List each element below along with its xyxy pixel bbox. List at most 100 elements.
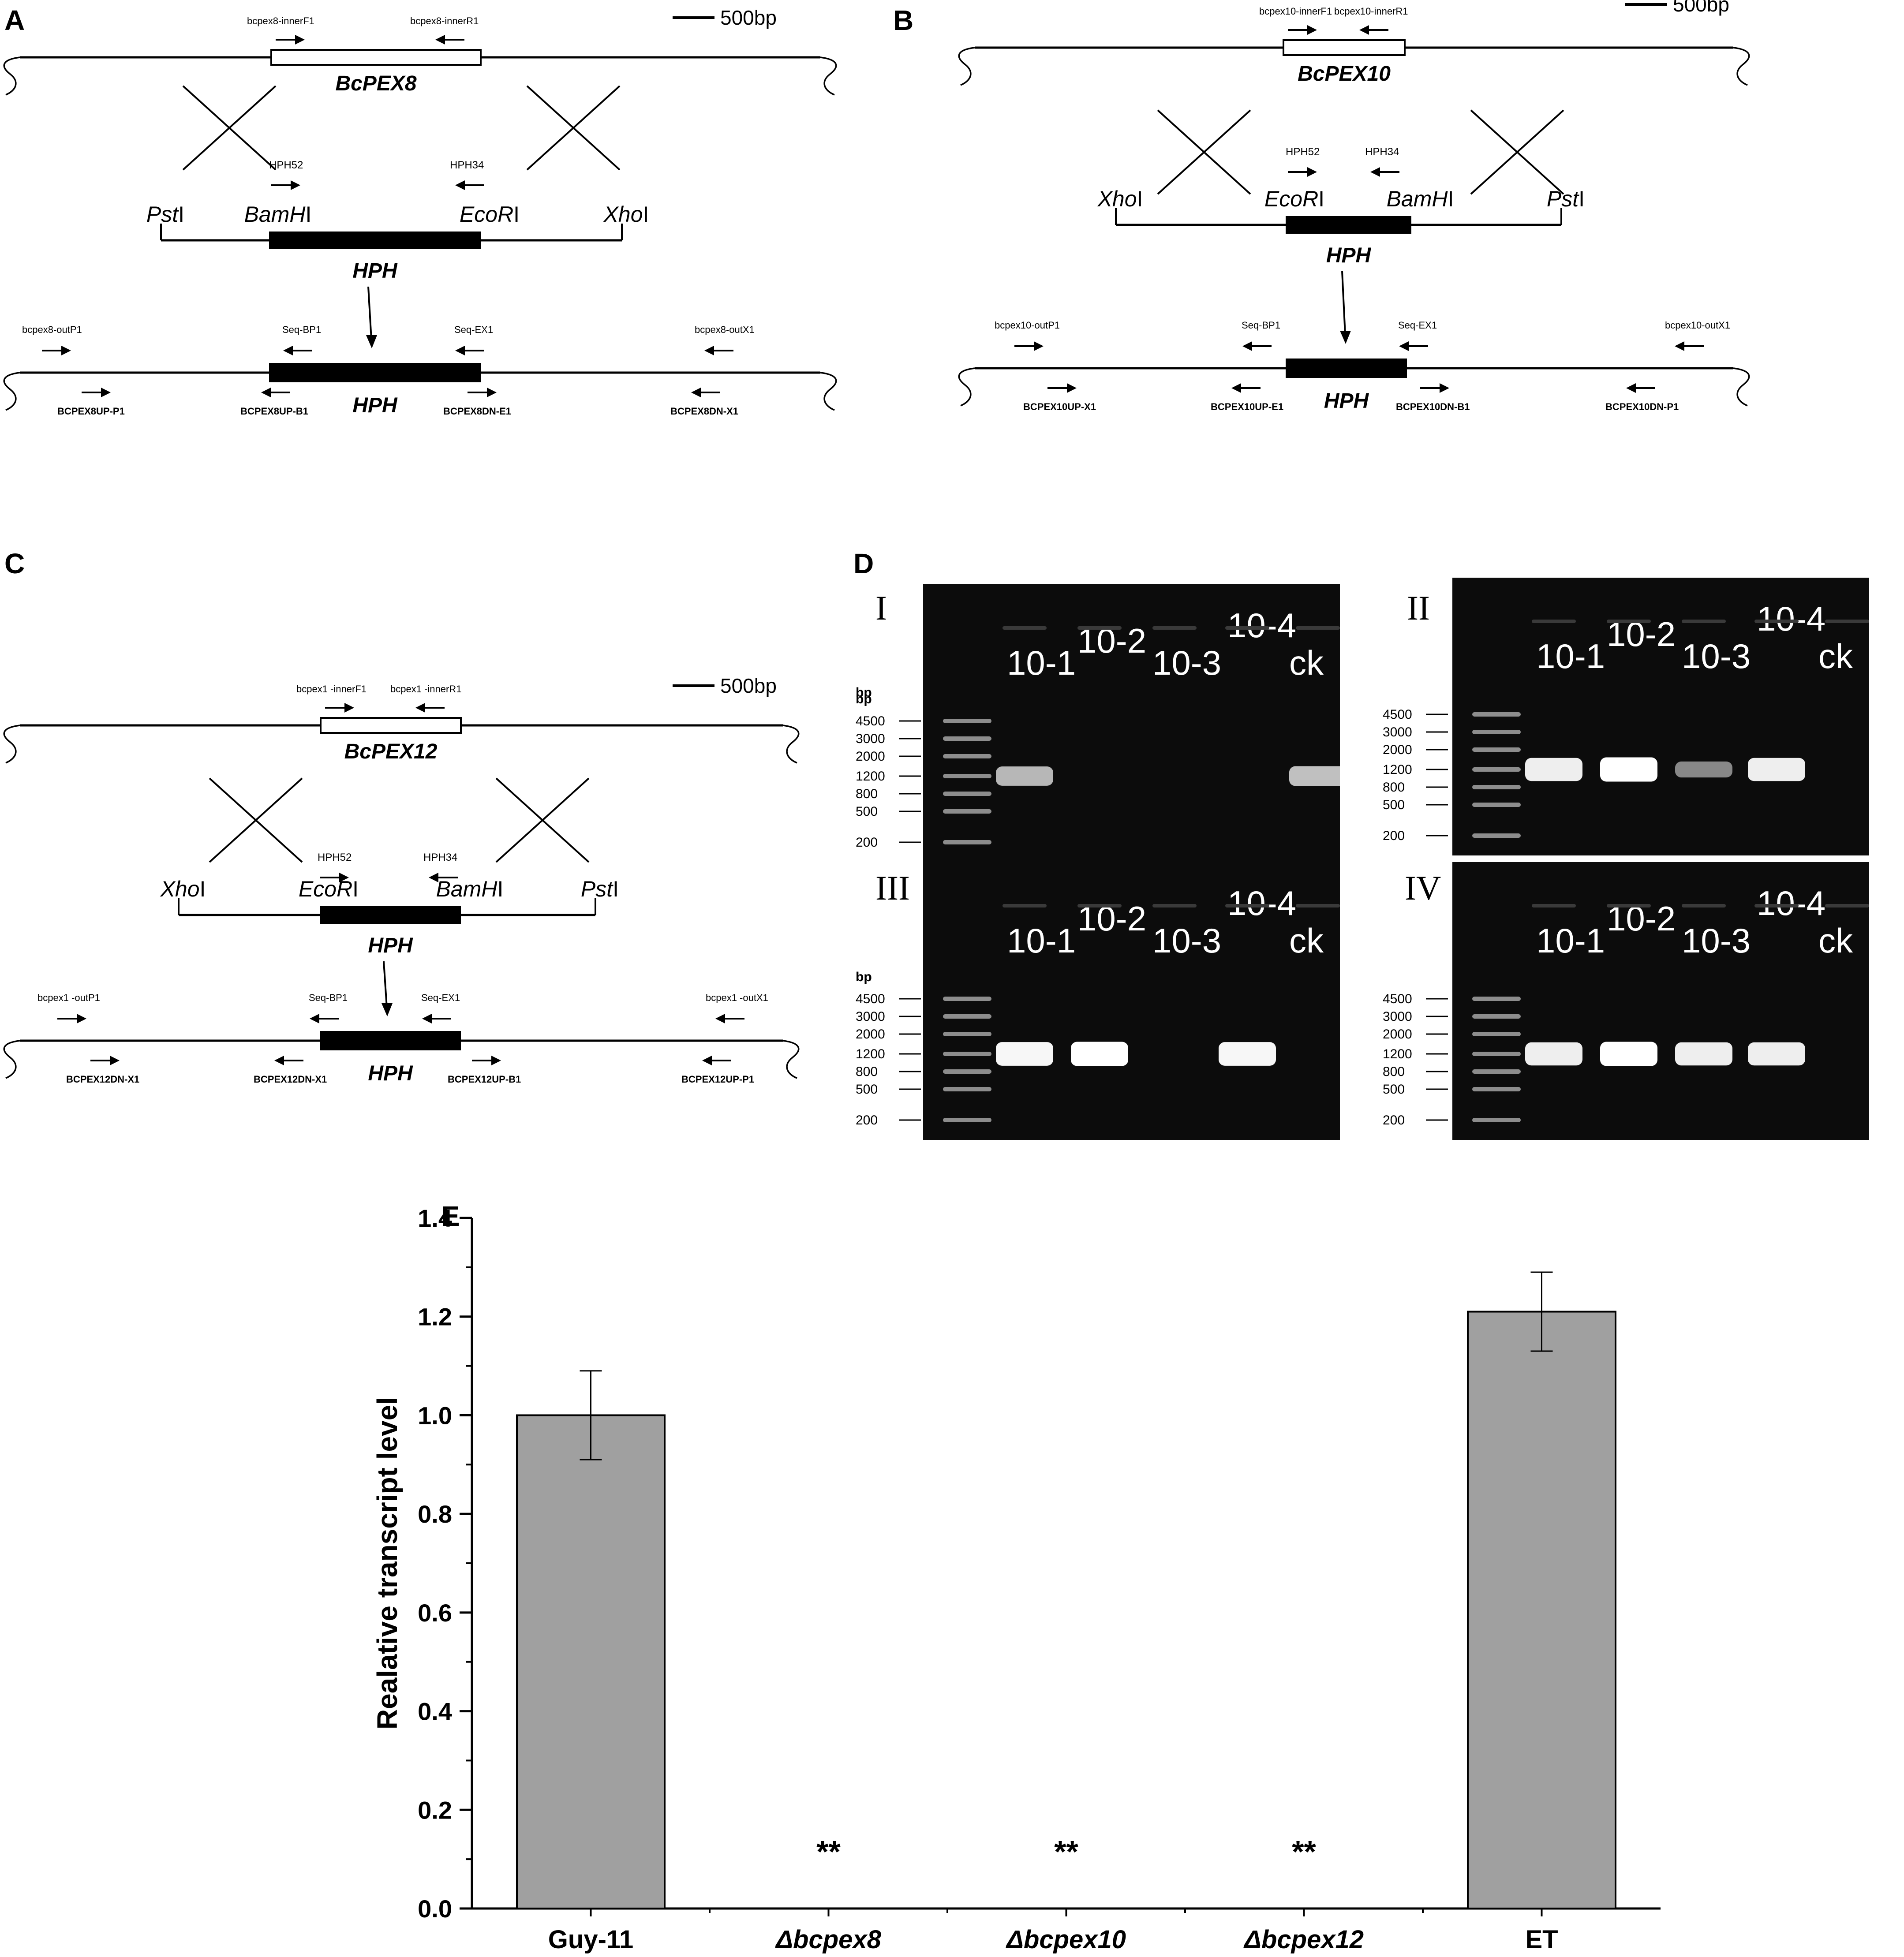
panel-letter: E <box>441 1200 460 1232</box>
bottom-primer-arrow-4 <box>702 1056 731 1065</box>
ladder-label-3000: 3000 <box>1383 1009 1412 1024</box>
bottom-primer-arrow-2-head <box>261 388 271 397</box>
ladder-label-4500: 4500 <box>856 714 885 728</box>
site-2: BamHI <box>244 202 312 227</box>
crossover-1-b <box>182 85 277 171</box>
ladder-band-2000 <box>1472 1032 1521 1036</box>
bottom-primer-label-3: BCPEX10DN-B1 <box>1396 401 1470 412</box>
out-x-arrow <box>715 1014 744 1023</box>
result-end-left <box>3 372 20 411</box>
well-5 <box>1296 904 1340 908</box>
ladder-label-800: 800 <box>1383 1064 1405 1079</box>
seq-bp-arrow <box>283 346 312 355</box>
inner-r-arrow-head <box>435 35 445 45</box>
gel-1: Ibp450030002000120080050020010-110-210-3… <box>856 584 1347 862</box>
ladder-band-500 <box>1472 1087 1521 1091</box>
ladder-band-800 <box>943 792 991 796</box>
hph-r-label: HPH34 <box>450 159 484 171</box>
ladder-band-3000 <box>1472 730 1521 734</box>
seq-bp-arrow <box>1242 341 1272 351</box>
cassette-name: HPH <box>368 934 413 957</box>
well-2 <box>1077 626 1122 630</box>
ladder-label-3000: 3000 <box>1383 725 1412 739</box>
ladder-band-800 <box>943 1069 991 1074</box>
ladder-label-1200: 1200 <box>856 1047 885 1061</box>
inner-f-arrow-head <box>1307 25 1317 35</box>
lane-label-ck: ck <box>1289 643 1324 682</box>
bottom-primer-label-2: BCPEX10UP-E1 <box>1211 401 1283 412</box>
gel-4: IVbp450030002000120080050020010-110-210-… <box>856 862 1869 1140</box>
bottom-primer-arrow-4-head <box>1626 383 1636 393</box>
ladder-label-2000: 2000 <box>856 1027 885 1042</box>
ladder-label-500: 500 <box>856 804 878 819</box>
ladder-band-3000 <box>943 736 991 741</box>
well-2 <box>1607 904 1651 908</box>
lane-label-10-4: 10-4 <box>1757 599 1825 638</box>
lane-label-10-4: 10-4 <box>1227 884 1296 922</box>
inner-r-label: bcpex8-innerR1 <box>410 15 479 26</box>
site-3-suffix: I <box>513 202 520 227</box>
out-x-label: bcpex8-outX1 <box>695 324 755 335</box>
bottom-primer-label-1: BCPEX12DN-X1 <box>66 1074 139 1085</box>
x-tick-label-4: Δbcpex12 <box>1243 1925 1364 1954</box>
site-3: BamHI <box>1387 187 1454 211</box>
ladder-band-200 <box>943 1118 991 1122</box>
ladder-label-2000: 2000 <box>1383 743 1412 757</box>
band-lane-10-4 <box>1748 1042 1805 1066</box>
site-1-italic: Pst <box>146 202 179 227</box>
hph-f-arrow <box>1288 167 1317 177</box>
hph-r-arrow <box>1370 167 1399 177</box>
site-2-italic: EcoR <box>1264 187 1318 211</box>
band-lane-10-1 <box>1525 758 1582 781</box>
bottom-primer-arrow-2-head <box>1231 383 1241 393</box>
bottom-primer-label-2: BCPEX8UP-B1 <box>240 406 308 417</box>
out-p-label: bcpex1 -outP1 <box>37 992 100 1003</box>
ladder-label-200: 200 <box>1383 1113 1405 1128</box>
well-2 <box>1607 620 1651 623</box>
gene-box <box>270 49 482 66</box>
lane-label-ck: ck <box>1818 921 1853 960</box>
gel-image <box>1452 862 1869 1140</box>
bottom-primer-arrow-1-head <box>110 1056 120 1065</box>
panel-letter: A <box>4 4 25 36</box>
result-end-right <box>820 372 837 411</box>
site-2-suffix: I <box>352 877 359 901</box>
site-2-suffix: I <box>1318 187 1324 211</box>
ladder-band-2000 <box>943 1032 991 1036</box>
inner-r-label: bcpex1 -innerR1 <box>390 683 461 695</box>
seq-ex-arrow <box>455 346 484 355</box>
band-lane-10-2 <box>1600 757 1657 782</box>
site-1-italic: Xho <box>160 877 200 901</box>
band-lane-10-1 <box>996 1042 1053 1066</box>
crossover-1-b <box>1157 109 1251 195</box>
band-lane-10-3 <box>1675 1042 1732 1066</box>
crossover-1-b <box>209 777 303 863</box>
well-1 <box>1532 904 1576 908</box>
well-3 <box>1682 904 1726 908</box>
ladder-label-500: 500 <box>856 1082 878 1097</box>
bottom-primer-label-3: BCPEX8DN-E1 <box>443 406 511 417</box>
y-tick-label-0.0: 0.0 <box>418 1895 452 1923</box>
lane-label-10-1: 10-1 <box>1536 921 1605 960</box>
seq-bp-label: Seq-BP1 <box>1242 320 1280 331</box>
bp-label: bp <box>856 970 872 984</box>
ladder-band-2000 <box>943 754 991 758</box>
ladder-band-1200 <box>1472 767 1521 772</box>
crossover-2-b <box>1470 109 1564 195</box>
seq-bp-arrow-head <box>283 346 293 355</box>
gel-2: IIbp450030002000120080050020010-110-210-… <box>856 578 1869 855</box>
integration-arrow <box>367 286 372 340</box>
hph-r-label: HPH34 <box>1365 146 1399 158</box>
ladder-label-1200: 1200 <box>856 769 885 784</box>
ladder-label-4500: 4500 <box>1383 707 1412 722</box>
bottom-primer-arrow-2 <box>274 1056 303 1065</box>
x-tick-label-3: Δbcpex10 <box>1006 1925 1126 1954</box>
x-tick-label-1: Guy-11 <box>548 1925 633 1954</box>
gel-3: IIIbp450030002000120080050020010-110-210… <box>856 862 1340 1140</box>
hph-r-arrow <box>455 180 484 190</box>
bottom-primer-arrow-2-head <box>274 1056 284 1065</box>
panel-letter: C <box>4 548 25 579</box>
lane-label-10-1: 10-1 <box>1007 921 1076 960</box>
site-4: PstI <box>581 877 619 901</box>
result-name: HPH <box>368 1062 413 1085</box>
